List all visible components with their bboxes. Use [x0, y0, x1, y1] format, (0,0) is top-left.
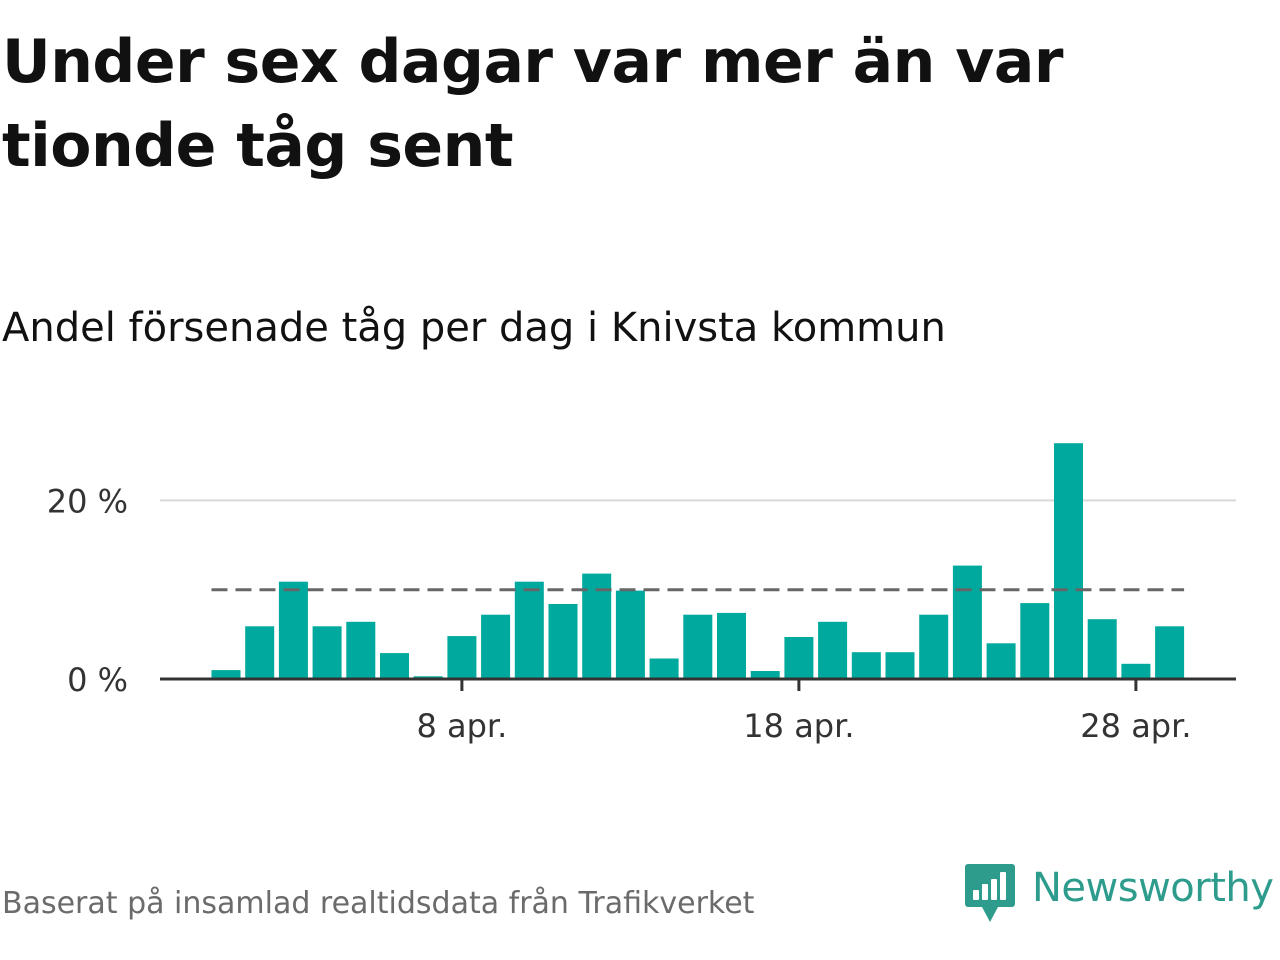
- newsworthy-logo-icon: [965, 864, 1015, 922]
- bar-27apr: [1087, 619, 1117, 679]
- bar-8apr: [447, 636, 477, 679]
- bar-13apr: [615, 590, 645, 679]
- bar-2apr: [245, 626, 275, 679]
- bar-18apr: [784, 637, 814, 679]
- bar-chart: 0 % 20 % 8 apr. 18 apr. 28 apr.: [0, 380, 1280, 780]
- bar-23apr: [952, 565, 982, 679]
- x-tick-label: 8 apr.: [416, 707, 507, 745]
- bar-9apr: [481, 614, 511, 679]
- chart-title: Under sex dagar var mer än var tionde tå…: [2, 27, 1063, 181]
- chart-svg: 0 % 20 % 8 apr. 18 apr. 28 apr.: [47, 443, 1236, 745]
- bar-11apr: [548, 604, 578, 679]
- y-tick-label: 20 %: [47, 482, 128, 520]
- bar-4apr: [312, 626, 342, 679]
- bar-26apr: [1054, 443, 1083, 679]
- bar-1apr: [211, 670, 241, 679]
- x-tick-label: 28 apr.: [1080, 707, 1191, 745]
- bar-29apr: [1155, 626, 1185, 679]
- chart-subtitle: Andel försenade tåg per dag i Knivsta ko…: [2, 305, 946, 351]
- bar-6apr: [380, 653, 409, 679]
- bar-5apr: [346, 621, 376, 679]
- x-tick-label: 18 apr.: [743, 707, 854, 745]
- brand-name: Newsworthy: [1032, 865, 1274, 911]
- bar-20apr: [851, 652, 881, 679]
- source-note: Baserat på insamlad realtidsdata från Tr…: [2, 886, 755, 921]
- bar-17apr: [750, 671, 780, 679]
- newsworthy-brand: Newsworthy: [964, 862, 1274, 926]
- bar-21apr: [885, 652, 915, 679]
- bar-25apr: [1020, 603, 1050, 679]
- bar-24apr: [986, 643, 1016, 679]
- bar-22apr: [919, 614, 949, 679]
- bar-28apr: [1121, 663, 1151, 679]
- y-tick-label: 0 %: [67, 661, 128, 699]
- bar-3apr: [278, 581, 308, 679]
- bar-16apr: [717, 612, 746, 679]
- bar-15apr: [683, 614, 713, 679]
- bar-10apr: [514, 581, 544, 679]
- bar-19apr: [818, 621, 848, 679]
- bar-14apr: [649, 658, 679, 679]
